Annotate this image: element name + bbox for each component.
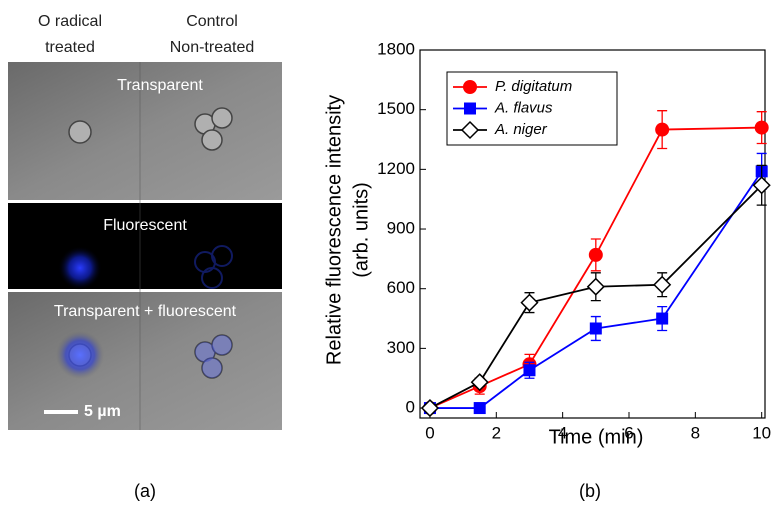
x-tick-label: 10 [752, 423, 771, 442]
x-tick-label: 8 [691, 423, 700, 442]
figure: O radical treated Control Non-treated Tr… [0, 0, 776, 513]
x-tick-label: 0 [425, 423, 434, 442]
row-label: Fluorescent [103, 217, 187, 234]
x-tick-label: 4 [558, 423, 567, 442]
micrographs [8, 62, 282, 430]
row-label: Transparent + fluorescent [54, 303, 237, 320]
legend-label: A. flavus [494, 99, 553, 116]
marker [521, 295, 537, 311]
y-tick-label: 1800 [377, 39, 415, 58]
y-tick-label: 300 [387, 338, 415, 357]
scale-bar-label: 5 µm [84, 403, 121, 420]
column-header: O radical [38, 13, 102, 30]
y-tick-label: 600 [387, 278, 415, 297]
column-header: Control [186, 13, 238, 30]
marker [588, 279, 604, 295]
y-axis-label: Relative fluorescence intensity [323, 95, 345, 365]
y-tick-label: 900 [387, 219, 415, 238]
row-label: Transparent [117, 77, 203, 94]
column-header: Non-treated [170, 39, 255, 56]
marker [656, 313, 668, 325]
y-tick-label: 1500 [377, 99, 415, 118]
legend-label: P. digitatum [495, 78, 572, 95]
panel-label: (a) [134, 481, 156, 501]
legend-marker [464, 103, 476, 115]
marker [755, 121, 769, 135]
y-tick-label: 1200 [377, 159, 415, 178]
panel-label: (b) [579, 481, 601, 501]
marker [523, 364, 535, 376]
x-tick-label: 6 [624, 423, 633, 442]
column-header: treated [45, 39, 95, 56]
marker [474, 402, 486, 414]
legend-label: A. niger [494, 121, 548, 138]
marker [590, 322, 602, 334]
y-axis-label: (arb. units) [350, 182, 372, 278]
y-tick-label: 0 [406, 398, 415, 417]
legend-marker [463, 80, 477, 94]
marker [655, 123, 669, 137]
marker [589, 248, 603, 262]
x-tick-label: 2 [492, 423, 501, 442]
